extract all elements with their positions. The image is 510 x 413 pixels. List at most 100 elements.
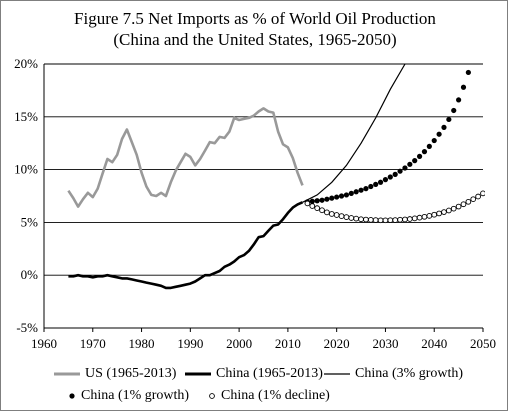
point-china-1pct-growth — [387, 174, 393, 180]
gridlines — [44, 63, 483, 276]
point-china-1pct-decline — [314, 205, 321, 211]
point-china-1pct-growth — [319, 197, 325, 203]
point-china-1pct-growth — [460, 84, 467, 90]
legend-swatch-us — [54, 372, 80, 376]
x-tick-label: 2040 — [421, 336, 447, 351]
series-2 — [302, 63, 406, 203]
x-tick-label: 2010 — [275, 336, 301, 351]
legend-swatch-china-3pct — [324, 373, 350, 375]
point-china-1pct-decline — [353, 215, 360, 222]
point-china-1pct-growth — [314, 198, 320, 204]
series-0 — [67, 107, 304, 208]
point-china-1pct-decline — [324, 209, 330, 216]
point-china-1pct-decline — [372, 217, 379, 223]
point-china-1pct-growth — [416, 153, 423, 159]
point-china-1pct-growth — [358, 187, 364, 193]
legend-item-china-hist: China (1965-2013) — [185, 366, 323, 382]
y-tick-label: -5% — [16, 320, 38, 335]
point-china-1pct-growth — [368, 183, 374, 190]
series-line-us — [67, 107, 304, 208]
point-china-1pct-growth — [363, 186, 369, 192]
point-china-1pct-growth — [353, 189, 359, 195]
point-china-1pct-growth — [426, 143, 432, 149]
chart-subtitle: (China and the United States, 1965-2050) — [113, 30, 397, 49]
point-china-1pct-growth — [324, 196, 330, 202]
series-1 — [68, 201, 304, 290]
chart-title: Figure 7.5 Net Imports as % of World Oil… — [74, 9, 436, 28]
point-china-1pct-decline — [450, 205, 457, 212]
point-china-1pct-decline — [319, 207, 325, 214]
point-china-1pct-decline — [304, 200, 311, 207]
point-china-1pct-decline — [406, 216, 413, 222]
point-china-1pct-decline — [309, 203, 316, 209]
point-china-1pct-growth — [436, 131, 442, 137]
y-tick-label: 0% — [21, 267, 39, 282]
point-china-1pct-decline — [367, 217, 374, 223]
point-china-1pct-decline — [397, 216, 403, 223]
point-china-1pct-growth — [348, 190, 354, 196]
point-china-1pct-growth — [373, 181, 379, 187]
point-china-1pct-growth — [377, 179, 384, 185]
legend-swatch-china-hist — [185, 372, 211, 376]
point-china-1pct-decline — [382, 217, 389, 224]
series-group — [67, 63, 485, 290]
series-4 — [304, 190, 485, 224]
x-tick-label: 1990 — [177, 336, 203, 351]
point-china-1pct-decline — [475, 193, 481, 200]
y-tick-label: 10% — [14, 162, 38, 177]
legend-label-china-3pct: China (3% growth) — [355, 366, 464, 381]
point-china-1pct-growth — [441, 124, 447, 130]
y-tick-label: 15% — [14, 109, 38, 124]
point-china-1pct-decline — [387, 217, 394, 224]
point-china-1pct-growth — [329, 195, 335, 201]
legend-item-china-3pct: China (3% growth) — [324, 366, 463, 382]
point-china-1pct-decline — [328, 211, 335, 217]
point-china-1pct-growth — [397, 168, 403, 174]
point-china-1pct-growth — [309, 198, 315, 204]
point-china-1pct-growth — [431, 137, 437, 144]
point-china-1pct-growth — [412, 158, 418, 164]
x-tick-label: 1980 — [129, 336, 155, 351]
x-tick-label: 2030 — [372, 336, 398, 351]
legend-label-china-hist: China (1965-2013) — [216, 366, 323, 381]
x-tick-label: 2050 — [470, 336, 496, 351]
point-china-1pct-growth — [338, 193, 345, 199]
point-china-1pct-growth — [451, 107, 457, 114]
x-tick-label: 1970 — [80, 336, 106, 351]
point-china-1pct-growth — [382, 177, 389, 183]
point-china-1pct-growth — [334, 194, 340, 200]
legend-swatch-china-1pct-growth — [69, 393, 75, 399]
point-china-1pct-decline — [480, 190, 485, 197]
legend-item-china-1pct-decline: China (1% decline) — [208, 388, 330, 404]
point-china-1pct-growth — [465, 69, 471, 76]
point-china-1pct-growth — [446, 116, 452, 123]
point-china-1pct-growth — [392, 171, 398, 177]
point-china-1pct-decline — [431, 211, 438, 218]
point-china-1pct-growth — [407, 161, 413, 167]
legend-label-china-1pct-decline: China (1% decline) — [221, 388, 330, 403]
x-tick-label: 2020 — [324, 336, 350, 351]
legend-item-china-1pct-growth: China (1% growth) — [68, 388, 189, 404]
point-china-1pct-decline — [455, 203, 462, 210]
point-china-1pct-growth — [343, 192, 350, 198]
point-china-1pct-decline — [470, 196, 477, 203]
point-china-1pct-decline — [392, 217, 399, 223]
point-china-1pct-decline — [465, 198, 472, 205]
point-china-1pct-decline — [333, 212, 340, 218]
legend-item-us: US (1965-2013) — [54, 366, 176, 382]
point-china-1pct-decline — [441, 209, 447, 215]
point-china-1pct-decline — [343, 214, 350, 220]
point-china-1pct-decline — [416, 214, 423, 221]
legend-label-china-1pct-growth: China (1% growth) — [81, 388, 190, 403]
point-china-1pct-decline — [377, 217, 384, 224]
point-china-1pct-decline — [460, 201, 467, 208]
x-tick-label: 2000 — [226, 336, 252, 351]
point-china-1pct-decline — [411, 215, 418, 222]
point-china-1pct-growth — [421, 149, 428, 155]
point-china-1pct-growth — [402, 165, 408, 171]
point-china-1pct-decline — [446, 207, 452, 214]
point-china-1pct-decline — [402, 216, 408, 223]
point-china-1pct-decline — [436, 210, 442, 217]
